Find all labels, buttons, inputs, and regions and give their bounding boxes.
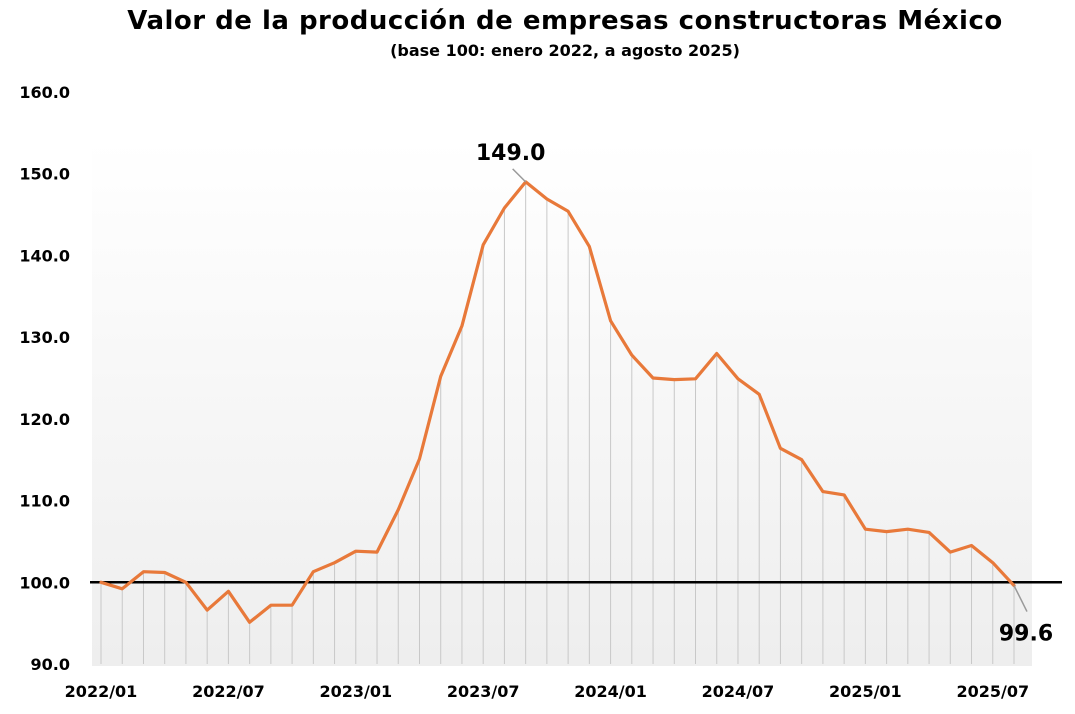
- x-tick-label: 2022/07: [192, 682, 265, 701]
- y-tick-label: 100.0: [19, 573, 70, 592]
- x-tick-label: 2023/07: [447, 682, 520, 701]
- annotations: 149.0 99.6: [476, 141, 1053, 647]
- y-tick-label: 150.0: [19, 165, 70, 184]
- annotation-leader: [1013, 585, 1028, 612]
- plot-background: [92, 140, 1032, 666]
- y-tick-label: 120.0: [19, 410, 70, 429]
- x-axis: 2022/01 2022/07 2023/01 2023/07 2024/01 2024/…: [65, 682, 1029, 701]
- chart-title: Valor de la producción de empresas const…: [127, 6, 1003, 36]
- chart-subtitle: (base 100: enero 2022, a agosto 2025): [390, 41, 740, 60]
- y-tick-label: 90.0: [31, 655, 70, 674]
- x-tick-label: 2022/01: [65, 682, 138, 701]
- data-label: 99.6: [999, 622, 1053, 647]
- x-tick-label: 2024/07: [702, 682, 775, 701]
- x-tick-label: 2025/01: [829, 682, 902, 701]
- y-tick-label: 160.0: [19, 83, 70, 102]
- x-tick-label: 2024/01: [574, 682, 647, 701]
- y-tick-label: 130.0: [19, 328, 70, 347]
- annotation-leader: [512, 168, 527, 183]
- y-tick-label: 110.0: [19, 492, 70, 511]
- x-tick-label: 2023/01: [319, 682, 392, 701]
- series-line: [99, 180, 1016, 624]
- data-label: 149.0: [476, 141, 546, 166]
- x-tick-label: 2025/07: [956, 682, 1029, 701]
- drop-lines: [100, 181, 1015, 664]
- y-tick-label: 140.0: [19, 246, 70, 265]
- y-axis: 90.0 100.0 110.0 120.0 130.0 140.0 150.0 160.0: [19, 83, 70, 674]
